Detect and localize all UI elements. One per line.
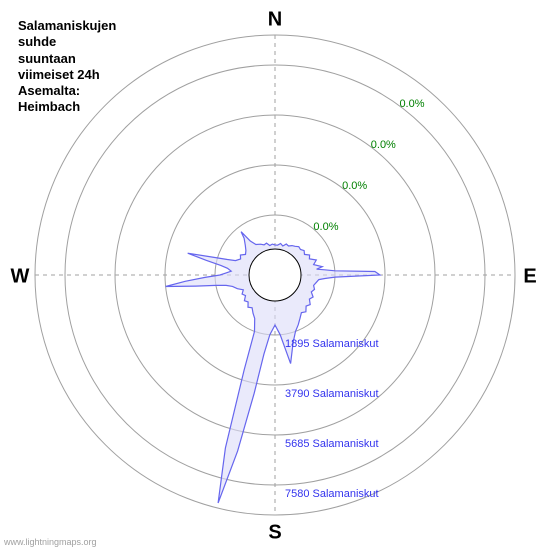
title-line: Asemalta:	[18, 83, 116, 99]
title-line: Salamaniskujen	[18, 18, 116, 34]
count-label: 5685 Salamaniskut	[285, 438, 379, 450]
center-mask	[249, 249, 301, 301]
count-label: 3790 Salamaniskut	[285, 388, 379, 400]
title-line: Heimbach	[18, 99, 116, 115]
footer-attribution: www.lightningmaps.org	[4, 537, 97, 547]
count-label: 7580 Salamaniskut	[285, 488, 379, 500]
title-line: suhde	[18, 34, 116, 50]
cardinal-w: W	[11, 265, 30, 287]
percent-label: 0.0%	[313, 221, 338, 233]
percent-label: 0.0%	[371, 139, 396, 151]
title-line: viimeiset 24h	[18, 67, 116, 83]
cardinal-e: E	[523, 265, 536, 287]
percent-label: 0.0%	[399, 98, 424, 110]
percent-label: 0.0%	[342, 180, 367, 192]
cardinal-n: N	[268, 8, 282, 30]
chart-title: Salamaniskujen suhde suuntaan viimeiset …	[18, 18, 116, 116]
title-line: suuntaan	[18, 51, 116, 67]
count-label: 1895 Salamaniskut	[285, 338, 379, 350]
cardinal-s: S	[268, 521, 281, 543]
